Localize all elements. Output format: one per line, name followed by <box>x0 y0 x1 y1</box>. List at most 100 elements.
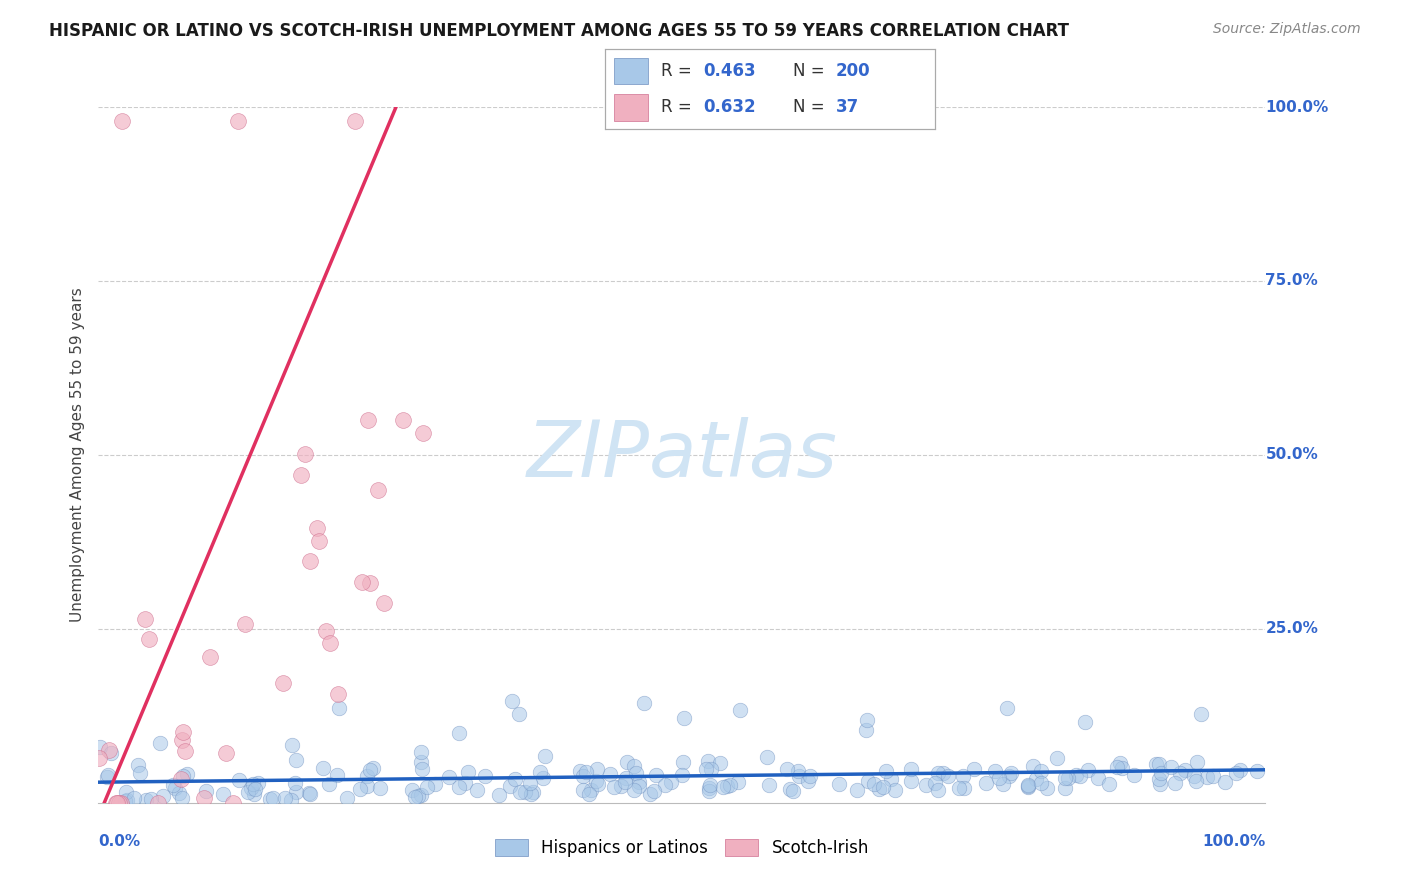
Point <box>349 782 371 797</box>
Point <box>146 796 169 810</box>
Point <box>509 785 531 799</box>
Point <box>529 764 551 779</box>
Point <box>616 755 638 769</box>
Point <box>247 776 270 790</box>
Point <box>165 780 187 795</box>
Point <box>501 694 523 708</box>
Point <box>176 767 198 781</box>
Point <box>856 714 879 728</box>
Point <box>1105 760 1128 774</box>
Point <box>586 777 609 791</box>
Point <box>242 777 264 791</box>
Point <box>699 779 721 793</box>
Point <box>1017 778 1039 792</box>
Point <box>633 696 655 710</box>
Point <box>1202 769 1225 783</box>
Point <box>215 747 238 761</box>
Point <box>465 783 488 797</box>
Point <box>170 732 193 747</box>
Point <box>167 787 190 801</box>
Point <box>1189 706 1212 721</box>
Point <box>519 776 541 790</box>
Point <box>638 787 661 801</box>
Point <box>280 738 302 752</box>
Point <box>170 772 193 787</box>
Point <box>299 787 322 801</box>
Point <box>105 796 128 810</box>
Point <box>1185 774 1208 789</box>
Point <box>222 796 245 810</box>
Point <box>613 775 636 789</box>
Point <box>392 413 415 427</box>
Point <box>138 632 160 646</box>
Y-axis label: Unemployment Among Ages 55 to 59 years: Unemployment Among Ages 55 to 59 years <box>69 287 84 623</box>
Point <box>273 676 295 690</box>
Point <box>240 780 263 795</box>
Point <box>585 774 607 789</box>
Point <box>991 777 1014 791</box>
Point <box>1074 715 1097 730</box>
Point <box>1187 755 1209 769</box>
Point <box>97 768 120 782</box>
Point <box>274 790 297 805</box>
Point <box>575 765 598 780</box>
Point <box>174 744 197 758</box>
Point <box>1229 763 1251 777</box>
Point <box>115 785 138 799</box>
Point <box>697 754 720 768</box>
Point <box>987 772 1010 786</box>
Point <box>571 769 593 783</box>
Point <box>953 780 976 795</box>
Point <box>644 768 666 782</box>
Point <box>308 533 330 548</box>
Point <box>100 746 122 760</box>
Text: 100.0%: 100.0% <box>1202 834 1265 849</box>
Point <box>117 793 139 807</box>
Point <box>659 774 682 789</box>
Point <box>170 790 193 805</box>
Point <box>924 775 946 789</box>
Point <box>1053 771 1076 785</box>
Text: 75.0%: 75.0% <box>1265 274 1319 288</box>
Point <box>787 764 810 778</box>
Point <box>868 782 890 797</box>
Point <box>488 788 510 802</box>
Point <box>533 749 555 764</box>
Point <box>228 773 250 788</box>
Point <box>599 767 621 781</box>
Bar <box>614 58 648 85</box>
Text: R =: R = <box>661 98 697 116</box>
Point <box>312 761 335 775</box>
Point <box>408 789 430 804</box>
Point <box>134 612 156 626</box>
Point <box>672 711 695 725</box>
Point <box>89 740 111 755</box>
Point <box>1109 756 1132 771</box>
Point <box>697 781 720 796</box>
Point <box>298 786 321 800</box>
Point <box>697 783 720 797</box>
Point <box>373 596 395 610</box>
Point <box>855 723 877 737</box>
Point <box>1168 766 1191 780</box>
Point <box>503 772 526 787</box>
Point <box>627 775 650 789</box>
Point <box>1246 764 1268 778</box>
Point <box>236 785 259 799</box>
Point <box>1000 766 1022 780</box>
Point <box>1046 751 1069 765</box>
Point <box>284 785 307 799</box>
Point <box>758 778 780 792</box>
Point <box>401 782 423 797</box>
Point <box>672 755 695 769</box>
Point <box>319 636 342 650</box>
Point <box>963 762 986 776</box>
Point <box>643 783 665 797</box>
Point <box>298 554 321 568</box>
Point <box>915 778 938 792</box>
Point <box>1144 756 1167 771</box>
Point <box>139 792 162 806</box>
Point <box>515 785 537 799</box>
Point <box>952 769 974 783</box>
Point <box>1025 772 1047 786</box>
